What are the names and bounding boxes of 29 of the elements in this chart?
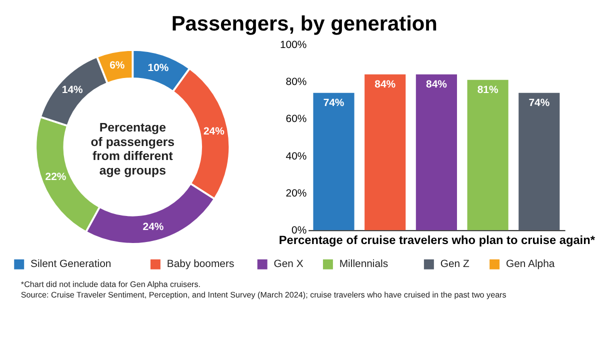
data-label: 74% — [323, 98, 344, 110]
bar — [467, 80, 508, 230]
data-label: 22% — [45, 172, 66, 184]
data-label: 24% — [142, 222, 164, 233]
bar — [364, 74, 406, 230]
data-label: 81% — [477, 85, 498, 96]
bar — [313, 92, 354, 230]
legend-label: Silent Generation — [30, 259, 112, 270]
data-label: 84% — [374, 80, 396, 91]
y-tick-label: 80% — [286, 77, 307, 88]
data-label: 10% — [148, 63, 169, 74]
y-tick-label: 100% — [280, 40, 307, 52]
bar — [518, 92, 560, 230]
chart-title: Passengers, by generation — [171, 12, 438, 36]
bar — [416, 74, 457, 230]
legend-label: Millennials — [339, 259, 388, 270]
data-label: 74% — [528, 98, 550, 110]
data-label: 14% — [62, 85, 83, 96]
legend-label: Gen Z — [440, 259, 470, 270]
y-tick-label: 60% — [286, 114, 307, 126]
legend-label: Baby boomers — [166, 259, 234, 270]
data-label: 6% — [110, 60, 125, 72]
y-tick-label: 40% — [286, 151, 307, 162]
text: Percentage of passengers from different age groups — [90, 120, 175, 178]
data-label: 84% — [426, 80, 447, 91]
legend-label: Gen Alpha — [506, 259, 555, 270]
data-label: 24% — [203, 126, 224, 138]
y-tick-label: 20% — [286, 188, 307, 200]
legend-label: Gen X — [274, 259, 304, 270]
